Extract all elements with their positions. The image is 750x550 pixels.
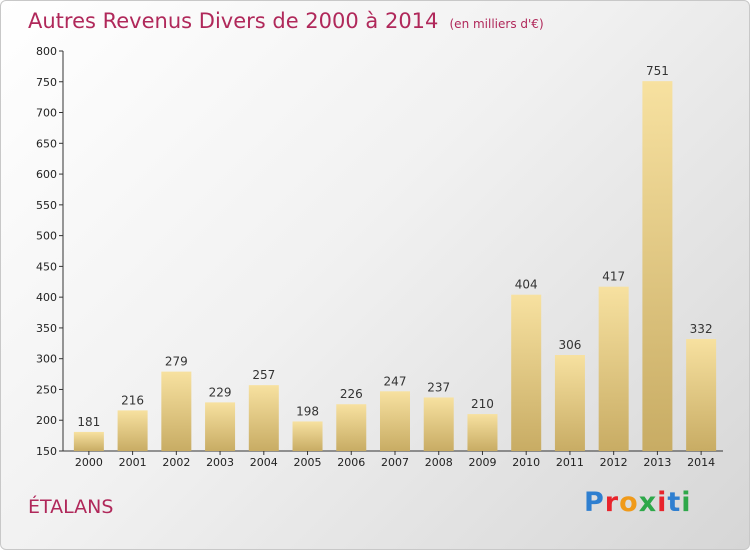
chart-title: Autres Revenus Divers de 2000 à 2014 (en… — [28, 9, 544, 33]
bar-value-label: 279 — [165, 355, 188, 369]
y-tick-label: 250 — [36, 383, 57, 396]
x-tick-label: 2005 — [294, 456, 322, 469]
x-tick-label: 2003 — [206, 456, 234, 469]
bar-value-label: 210 — [471, 397, 494, 411]
bar — [423, 397, 454, 451]
y-tick-label: 550 — [36, 199, 57, 212]
x-tick-label: 2011 — [556, 456, 584, 469]
bar — [73, 431, 104, 451]
bar — [117, 410, 148, 451]
y-tick-label: 300 — [36, 353, 57, 366]
bar-value-label: 216 — [121, 393, 144, 407]
y-tick-label: 600 — [36, 168, 57, 181]
bar-value-label: 257 — [252, 368, 275, 382]
chart-title-unit: (en milliers d'€) — [449, 17, 544, 31]
bar-value-label: 198 — [296, 404, 319, 418]
proxiti-logo: Proxiti — [584, 487, 692, 518]
x-tick-label: 2009 — [468, 456, 496, 469]
chart-bars — [73, 81, 717, 452]
bar-value-label: 332 — [690, 322, 713, 336]
y-tick-label: 700 — [36, 107, 57, 120]
x-tick-label: 2008 — [425, 456, 453, 469]
y-tick-label: 800 — [36, 45, 57, 58]
chart-labels: 181 216 279 229 257 198 226 247 237 210 404 306 417 7… — [77, 64, 712, 429]
x-tick-label: 2006 — [337, 456, 365, 469]
y-tick-label: 450 — [36, 260, 57, 273]
y-tick-label: 500 — [36, 230, 57, 243]
x-tick-label: 2007 — [381, 456, 409, 469]
chart-title-main: Autres Revenus Divers de 2000 à 2014 — [28, 9, 439, 33]
bar — [292, 421, 323, 451]
bar — [598, 286, 629, 451]
bar — [686, 339, 717, 451]
y-tick-label: 650 — [36, 137, 57, 150]
x-tick-label: 2014 — [687, 456, 715, 469]
bar — [511, 294, 542, 451]
y-tick-label: 750 — [36, 76, 57, 89]
bar-value-label: 417 — [602, 270, 625, 284]
bar-value-label: 226 — [340, 387, 363, 401]
bar — [642, 81, 673, 452]
y-tick-label: 200 — [36, 414, 57, 427]
bar — [161, 371, 192, 451]
bar — [248, 385, 279, 451]
x-tick-label: 2001 — [119, 456, 147, 469]
bar — [467, 414, 498, 451]
x-tick-label: 2010 — [512, 456, 540, 469]
x-tick-label: 2004 — [250, 456, 278, 469]
bar-value-label: 181 — [77, 415, 100, 429]
chart-axes: 150 200 250 300 350 400 450 500 550 600 650 700 750 8… — [36, 45, 723, 469]
bar-value-label: 404 — [515, 278, 538, 292]
bar-value-label: 751 — [646, 64, 669, 78]
bar — [554, 355, 585, 451]
y-tick-label: 150 — [36, 445, 57, 458]
x-tick-label: 2013 — [643, 456, 671, 469]
x-tick-label: 2012 — [600, 456, 628, 469]
bar-value-label: 229 — [209, 385, 232, 399]
place-name: ÉTALANS — [28, 496, 114, 518]
y-tick-label: 350 — [36, 322, 57, 335]
x-tick-label: 2002 — [162, 456, 190, 469]
bar — [336, 404, 367, 451]
x-tick-label: 2000 — [75, 456, 103, 469]
bar-value-label: 306 — [558, 338, 581, 352]
y-tick-label: 400 — [36, 291, 57, 304]
bar-value-label: 237 — [427, 380, 450, 394]
bar — [380, 391, 410, 451]
bar-value-label: 247 — [384, 374, 407, 388]
bar — [205, 402, 236, 451]
